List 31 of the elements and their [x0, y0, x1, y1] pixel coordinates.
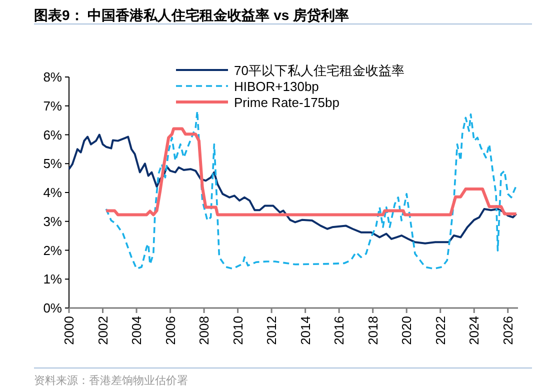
line-series [105, 110, 518, 270]
x-tick-label: 2004 [129, 316, 144, 345]
text: 资料来源：香港差饷物业估价署 [34, 374, 188, 387]
x-tick-label: 2026 [500, 316, 516, 345]
x-tick-label: 2010 [230, 316, 246, 345]
y-tick-label: 3% [43, 214, 62, 229]
x-tick-label: 2014 [298, 316, 313, 345]
y-tick-label: 8% [43, 70, 62, 84]
y-tick-label: 5% [43, 156, 62, 172]
y-tick-label: 7% [43, 98, 62, 114]
x-tick-label: 2024 [466, 316, 482, 345]
x-tick-label: 2016 [332, 316, 347, 345]
x-tick-label: 2008 [196, 316, 212, 345]
legend-label: Prime Rate-175bp [234, 95, 340, 110]
y-tick-label: 1% [43, 272, 62, 287]
chart-title: 图表9： 中国香港私人住宅租金收益率 vs 房贷利率 [34, 7, 350, 23]
x-tick-label: 2000 [62, 316, 76, 345]
y-tick-label: 0% [43, 300, 62, 316]
x-tick-label: 2002 [95, 316, 110, 345]
line-series [104, 127, 518, 216]
legend-label: 70平以下私人住宅租金收益率 [234, 63, 404, 78]
x-tick-label: 2012 [264, 316, 280, 345]
x-tick-label: 2020 [399, 316, 414, 345]
y-tick-label: 6% [43, 127, 62, 142]
y-tick-label: 4% [43, 185, 62, 200]
legend-label: HIBOR+130bp [234, 79, 319, 94]
x-tick-label: 2022 [432, 316, 448, 345]
x-tick-label: 2006 [162, 316, 178, 345]
line-series [68, 134, 518, 244]
x-tick-label: 2018 [365, 316, 380, 345]
y-tick-label: 2% [43, 242, 62, 258]
